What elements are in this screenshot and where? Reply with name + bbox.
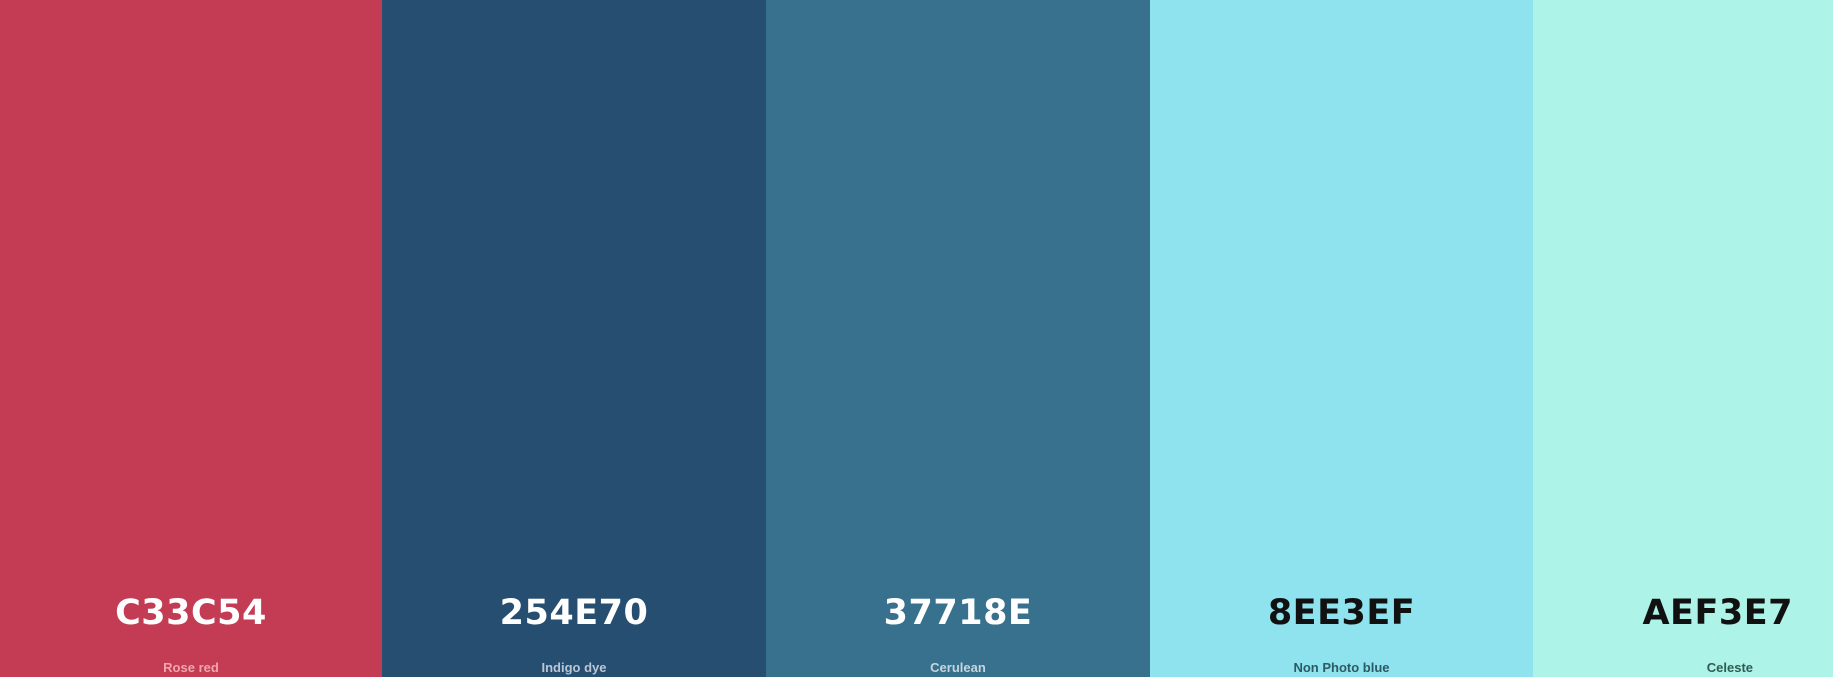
swatch-color-name: Non Photo blue	[1293, 660, 1390, 675]
swatch-color-name: Rose red	[163, 660, 219, 675]
swatch-hex-code[interactable]: 37718E	[883, 593, 1033, 633]
swatch-hex-code[interactable]: AEF3E7	[1642, 593, 1793, 633]
swatch-hex-code[interactable]: 254E70	[499, 593, 649, 633]
color-swatch-celeste[interactable]: AEF3E7 Celeste	[1533, 0, 1833, 677]
color-swatch-non-photo-blue[interactable]: 8EE3EF Non Photo blue	[1150, 0, 1533, 677]
swatch-color-name: Celeste	[1706, 660, 1753, 675]
color-swatch-cerulean[interactable]: 37718E Cerulean	[766, 0, 1150, 677]
color-swatch-rose-red[interactable]: C33C54 Rose red	[0, 0, 382, 677]
color-swatch-indigo-dye[interactable]: 254E70 Indigo dye	[382, 0, 766, 677]
swatch-hex-code[interactable]: C33C54	[115, 593, 267, 633]
swatch-color-name: Indigo dye	[541, 660, 607, 675]
swatch-hex-code[interactable]: 8EE3EF	[1267, 593, 1416, 633]
swatch-color-name: Cerulean	[930, 660, 986, 675]
